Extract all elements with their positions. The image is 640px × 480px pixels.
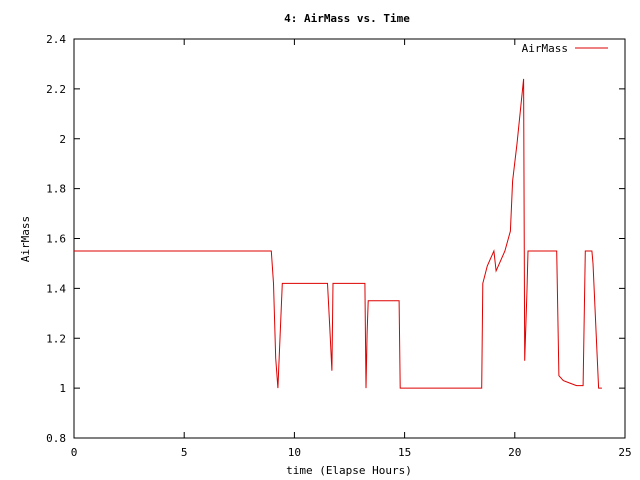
y-tick-label: 2.4 xyxy=(46,33,66,46)
tick-marks xyxy=(73,38,626,439)
x-tick-label: 10 xyxy=(288,446,301,459)
series-line-airmass xyxy=(74,78,602,389)
y-tick-label: 2 xyxy=(59,133,66,146)
x-tick-label: 25 xyxy=(618,446,631,459)
x-tick-label: 20 xyxy=(508,446,521,459)
x-tick-labels: 0 5 10 15 20 25 xyxy=(71,446,632,459)
y-tick-label: 0.8 xyxy=(46,432,66,445)
y-tick-label: 1.2 xyxy=(46,332,66,345)
x-tick-label: 0 xyxy=(71,446,78,459)
chart-title: 4: AirMass vs. Time xyxy=(284,12,410,25)
y-axis-label: AirMass xyxy=(19,216,32,262)
y-tick-label: 1 xyxy=(59,382,66,395)
y-tick-label: 1.8 xyxy=(46,183,66,196)
y-tick-label: 2.2 xyxy=(46,83,66,96)
y-tick-labels: 0.8 1 1.2 1.4 1.6 1.8 2 2.2 2.4 xyxy=(46,33,66,445)
plot-frame xyxy=(73,38,626,439)
x-tick-label: 15 xyxy=(398,446,411,459)
series-lines xyxy=(74,78,602,389)
x-axis-label: time (Elapse Hours) xyxy=(286,464,412,477)
y-tick-label: 1.4 xyxy=(46,282,66,295)
legend: AirMass xyxy=(522,42,608,55)
y-tick-label: 1.6 xyxy=(46,233,66,246)
legend-label: AirMass xyxy=(522,42,568,55)
x-tick-label: 5 xyxy=(181,446,188,459)
